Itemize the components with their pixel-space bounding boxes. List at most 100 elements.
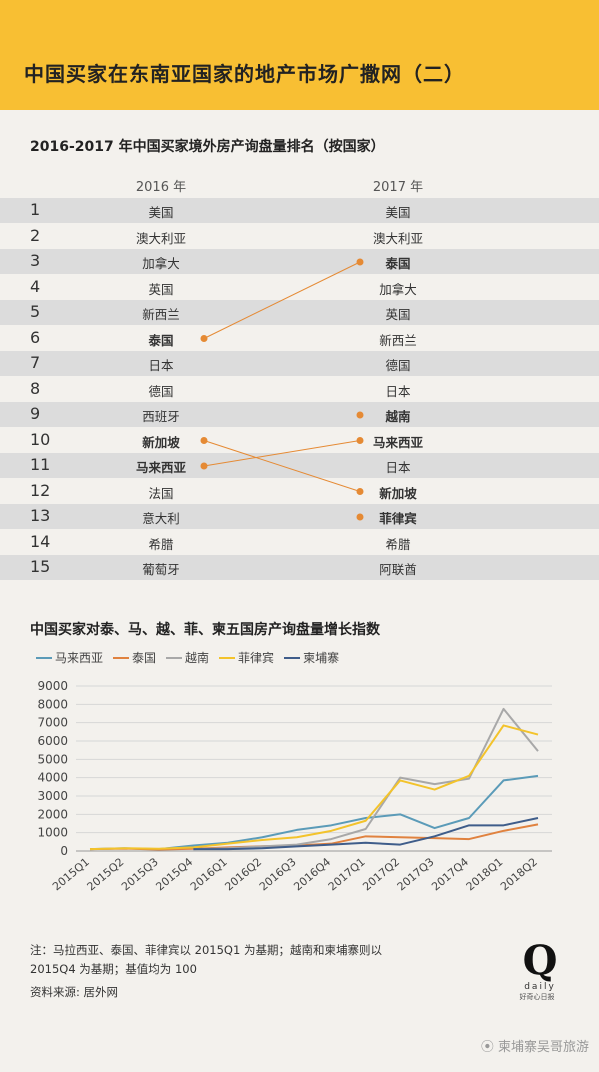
x-tick-label: 2015Q4 <box>154 855 196 893</box>
country-2017: 阿联酋 <box>379 562 417 577</box>
rank-change-dot <box>200 335 208 342</box>
column-2017-header: 2017 年 <box>372 180 424 195</box>
country-2017: 澳大利亚 <box>372 230 424 246</box>
y-tick-label: 1000 <box>37 826 68 840</box>
x-tick-label: 2016Q2 <box>222 855 264 893</box>
y-tick-label: 0 <box>60 844 68 858</box>
note-line-2: 2015Q4 为基期；基值均为 100 <box>30 962 197 976</box>
country-2017: 德国 <box>385 358 411 373</box>
x-tick-label: 2015Q2 <box>85 855 127 893</box>
rank-number: 2 <box>30 225 41 245</box>
rank-change-dot <box>356 411 364 419</box>
legend-item: 柬埔寨 <box>284 649 339 666</box>
country-2016: 希腊 <box>148 536 174 552</box>
country-2016: 葡萄牙 <box>142 562 180 577</box>
country-2017: 日本 <box>385 460 411 475</box>
rank-change-dot <box>200 462 208 470</box>
ranking-row: 4 英国 加拿大 <box>0 275 599 300</box>
country-2017: 美国 <box>385 205 411 220</box>
country-2017: 希腊 <box>385 536 411 552</box>
country-2016: 日本 <box>148 358 174 373</box>
country-2016: 新加坡 <box>142 434 180 450</box>
rank-number: 9 <box>30 404 41 423</box>
title-banner: 中国买家在东南亚国家的地产市场广撒网（二） <box>0 0 599 110</box>
legend-swatch <box>113 656 130 659</box>
ranking-row: 14 希腊 希腊 <box>0 530 599 555</box>
y-tick-label: 4000 <box>37 771 68 785</box>
watermark-text: 柬埔寨吴哥旅游 <box>497 1040 589 1055</box>
rank-number: 3 <box>30 251 41 270</box>
x-tick-label: 2015Q3 <box>119 855 161 893</box>
rank-number: 14 <box>30 531 51 551</box>
y-tick-label: 5000 <box>37 752 68 766</box>
country-2017: 新西兰 <box>379 332 417 348</box>
x-tick-label: 2017Q4 <box>429 855 471 893</box>
series-line <box>193 707 539 851</box>
note-line-1: 注：马拉西亚、泰国、菲律宾以 2015Q1 为基期；越南和柬埔寨则以 <box>30 943 382 957</box>
country-2017: 泰国 <box>385 256 411 271</box>
legend-item: 马来西亚 <box>36 649 103 666</box>
watermark: ⦿ 柬埔寨吴哥旅游 <box>481 1036 589 1055</box>
x-tick-label: 2015Q1 <box>50 855 92 893</box>
ranking-row: 11 马来西亚 日本 <box>0 453 599 478</box>
rank-number: 12 <box>30 480 51 500</box>
rank-change-dot <box>356 258 364 266</box>
ranking-row: 13 意大利 菲律宾 <box>0 504 599 529</box>
series-line <box>193 817 539 851</box>
country-2016: 泰国 <box>148 332 174 348</box>
page-title: 中国买家在东南亚国家的地产市场广撒网（二） <box>24 62 465 86</box>
legend-label: 菲律宾 <box>238 651 275 665</box>
qdaily-logo: Q daily 好奇心日报 <box>520 937 558 1002</box>
country-2017: 马来西亚 <box>372 434 424 450</box>
rank-number: 1 <box>30 200 41 219</box>
logo-letter: Q <box>522 937 558 984</box>
legend-swatch <box>219 656 236 659</box>
rank-change-line <box>203 261 361 339</box>
rank-change-line <box>203 440 361 467</box>
country-2016: 德国 <box>148 383 174 399</box>
ranking-row: 3 加拿大 泰国 <box>0 249 599 274</box>
x-tick-label: 2016Q3 <box>257 855 299 893</box>
country-2016: 西班牙 <box>142 409 180 424</box>
country-2016: 加拿大 <box>142 256 180 271</box>
ranking-row: 9 西班牙 越南 <box>0 402 599 427</box>
legend-item: 泰国 <box>113 649 156 666</box>
y-tick-label: 6000 <box>37 734 68 748</box>
x-tick-label: 2016Q4 <box>291 855 333 893</box>
legend-label: 越南 <box>185 651 210 665</box>
country-2017: 越南 <box>385 409 411 424</box>
x-tick-label: 2018Q1 <box>464 855 506 893</box>
rank-change-dot <box>356 513 364 521</box>
rank-number: 5 <box>30 302 41 321</box>
logo-word: daily <box>524 982 556 992</box>
chart-legend: 马来西亚 泰国 越南 菲律宾 柬埔寨 <box>36 649 339 666</box>
country-2016: 澳大利亚 <box>135 230 187 246</box>
legend-swatch <box>36 656 52 659</box>
ranking-row: 8 德国 日本 <box>0 377 599 402</box>
source-note: 资料来源: 居外网 <box>30 985 119 999</box>
column-2016-header: 2016 年 <box>135 180 187 195</box>
y-tick-label: 8000 <box>37 697 68 711</box>
country-2017: 菲律宾 <box>379 511 417 526</box>
x-tick-label: 2017Q2 <box>360 855 402 893</box>
x-tick-label: 2016Q1 <box>188 855 230 893</box>
rank-number: 4 <box>30 276 41 296</box>
legend-label: 马来西亚 <box>55 651 104 665</box>
y-tick-label: 7000 <box>37 716 68 730</box>
country-2017: 英国 <box>385 307 411 322</box>
rank-number: 15 <box>30 557 51 576</box>
ranking-row: 15 葡萄牙 阿联酋 <box>0 555 599 580</box>
ranking-row: 7 日本 德国 <box>0 351 599 376</box>
ranking-row: 12 法国 新加坡 <box>0 479 599 504</box>
legend-swatch <box>284 656 301 659</box>
rank-number: 13 <box>30 506 51 525</box>
ranking-title: 2016-2017 年中国买家境外房产询盘量排名（按国家） <box>30 139 385 155</box>
ranking-row: 6 泰国 新西兰 <box>0 326 599 351</box>
logo-tagline: 好奇心日报 <box>519 993 555 1001</box>
y-tick-label: 2000 <box>37 807 68 821</box>
country-2017: 新加坡 <box>379 485 417 501</box>
country-2016: 法国 <box>148 485 174 501</box>
legend-swatch <box>166 656 183 659</box>
rank-change-dot <box>356 437 364 444</box>
